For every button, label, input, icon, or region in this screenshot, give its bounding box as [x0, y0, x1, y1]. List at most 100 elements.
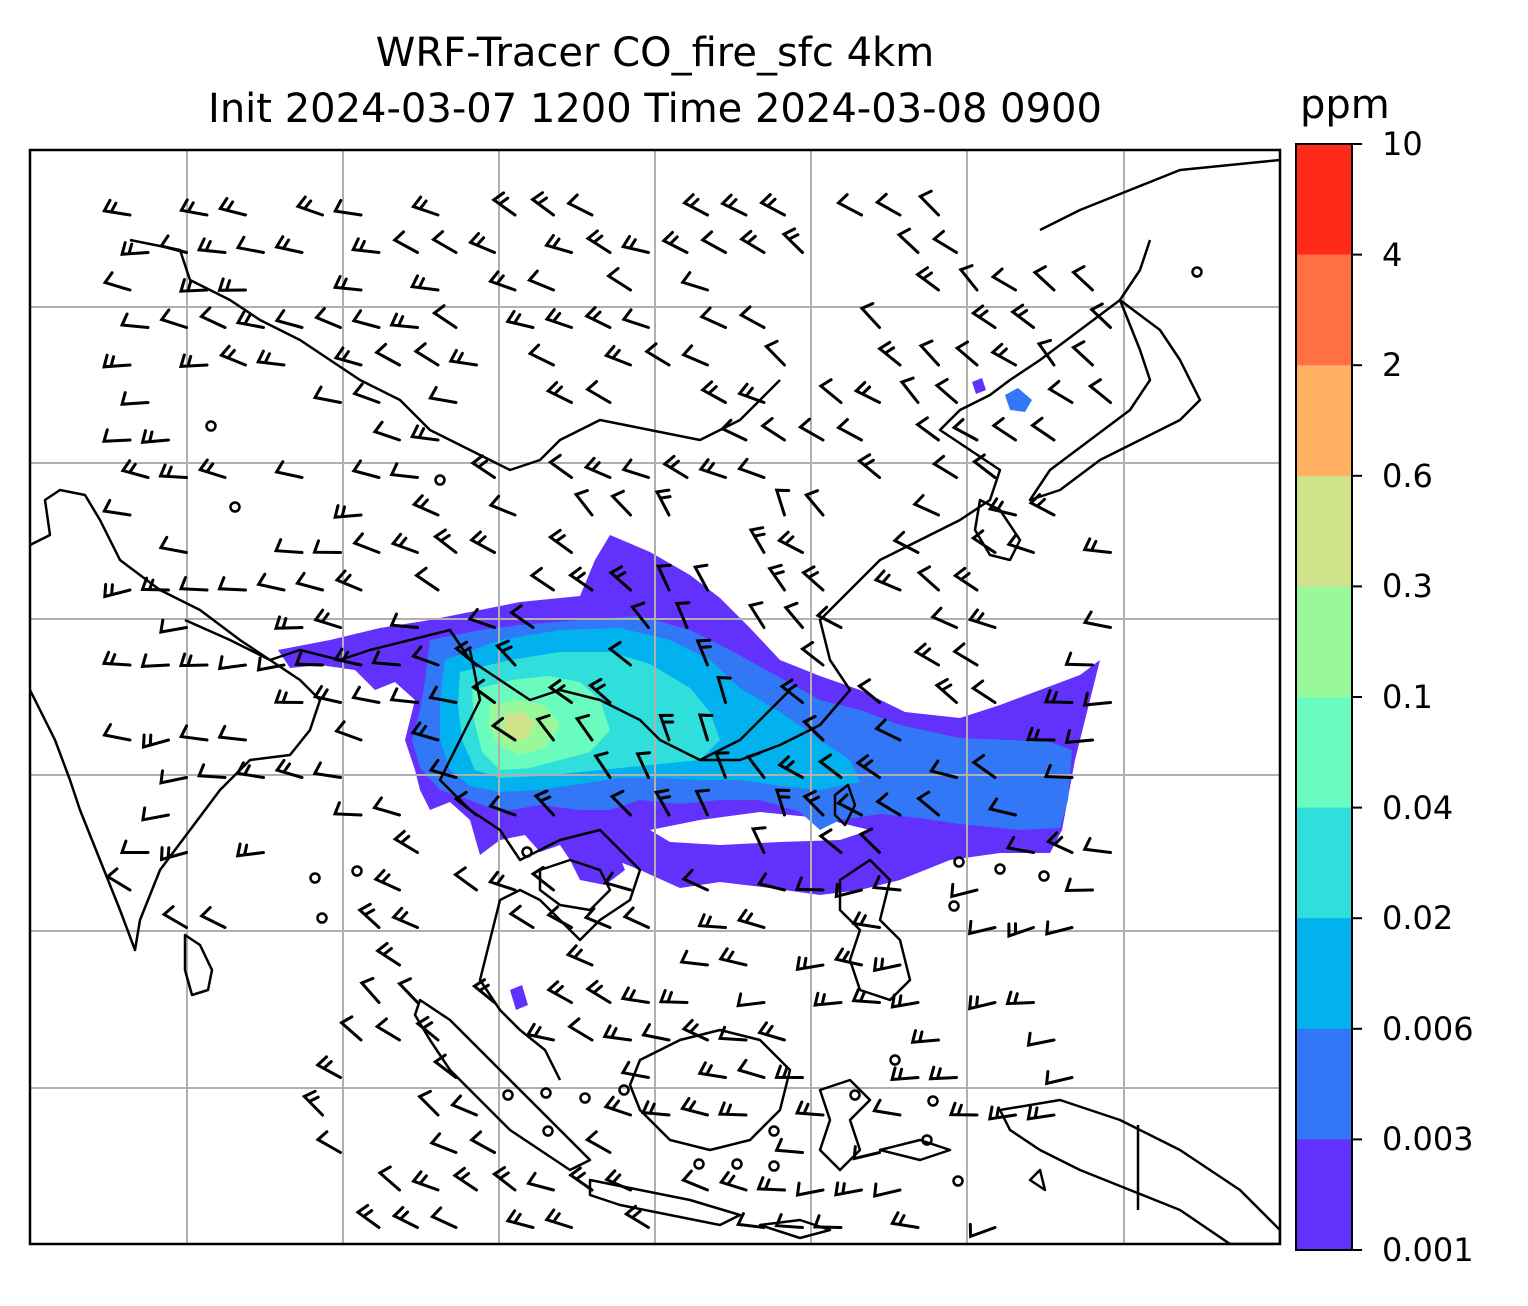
wind-barb — [313, 608, 342, 629]
wind-barb — [694, 788, 710, 817]
calm-wind-circle — [731, 1158, 743, 1170]
wind-barb — [509, 604, 535, 629]
wind-barb — [583, 456, 612, 479]
wind-barb — [890, 993, 920, 1009]
wind-barb — [374, 342, 401, 367]
wind-barb — [530, 865, 555, 892]
wind-barb — [623, 1204, 650, 1229]
wind-barb — [431, 304, 458, 329]
wind-barb — [1047, 379, 1074, 404]
colorbar-swatch — [1296, 475, 1352, 587]
wind-barb — [1064, 729, 1094, 745]
wind-barb — [159, 769, 188, 785]
wind-barb — [717, 1101, 748, 1117]
wind-barb — [662, 454, 689, 479]
wind-barb — [546, 980, 573, 1004]
wind-barb — [178, 353, 209, 369]
wind-barb — [871, 875, 902, 892]
wind-barb — [609, 489, 632, 517]
calm-wind-circle — [952, 1175, 964, 1187]
coastline-philippines — [838, 858, 912, 1002]
wind-barb — [527, 343, 555, 367]
calm-wind-circle — [309, 872, 321, 884]
wind-barb — [736, 1058, 766, 1079]
wind-barb — [812, 1214, 843, 1229]
colorbar-tick-label: 0.001 — [1382, 1231, 1474, 1269]
plume-fragment-north-2 — [972, 378, 986, 394]
wind-barb — [1082, 537, 1112, 554]
wind-barb — [525, 1171, 555, 1192]
wind-barb — [428, 685, 458, 704]
wind-barb — [544, 1208, 573, 1229]
wind-barb — [158, 535, 188, 554]
wind-barb — [255, 349, 286, 367]
wind-barb — [661, 230, 689, 254]
wind-barb — [699, 306, 727, 329]
coastline-taiwan — [833, 783, 857, 827]
wind-barb — [159, 308, 188, 329]
colorbar-swatch — [1296, 697, 1352, 809]
wind-barb — [797, 417, 825, 442]
wind-barb — [851, 988, 881, 1004]
wind-barb — [834, 1181, 863, 1197]
wind-barb — [968, 1222, 997, 1239]
wind-barb — [737, 457, 766, 479]
wind-barb — [987, 497, 1017, 517]
wind-barb — [526, 269, 555, 292]
wind-barb — [899, 376, 920, 404]
wind-barb — [530, 191, 555, 217]
wind-barb — [801, 714, 825, 742]
wind-barb — [178, 278, 209, 293]
wind-barb — [698, 458, 727, 479]
wind-barb — [351, 459, 381, 479]
coastline-java — [588, 1178, 742, 1227]
wind-barb — [372, 420, 401, 442]
calm-wind-circle — [1191, 266, 1203, 278]
colorbar-tick-label: 0.04 — [1382, 788, 1454, 827]
wind-barb — [544, 234, 573, 254]
calm-wind-circle — [579, 1092, 591, 1104]
wind-barb — [158, 463, 188, 479]
wind-barb — [196, 237, 227, 254]
wind-barb — [794, 876, 825, 892]
wind-barb — [1028, 493, 1056, 517]
wind-barb — [235, 310, 265, 329]
wind-barb — [952, 566, 979, 592]
wind-barb — [274, 309, 304, 329]
wind-barb — [373, 869, 401, 892]
plume-level-0.3 — [503, 712, 535, 740]
wind-barb — [574, 713, 594, 742]
wind-barb — [872, 1182, 902, 1198]
wind-barb — [235, 761, 265, 779]
wind-barb — [720, 193, 748, 217]
wind-barb — [428, 758, 458, 779]
wind-barb — [197, 458, 227, 479]
wind-barb — [934, 377, 958, 404]
calm-wind-circle — [351, 865, 363, 877]
wind-barb — [781, 227, 804, 254]
wind-barb — [217, 655, 247, 671]
wind-barb — [714, 751, 730, 779]
colorbar-swatch — [1296, 586, 1352, 698]
wind-barb — [774, 488, 791, 517]
wind-barb — [890, 1066, 920, 1082]
wind-barb — [488, 494, 517, 517]
wind-barb — [607, 640, 632, 667]
wind-barb — [141, 806, 170, 822]
calm-wind-circle — [1038, 870, 1050, 882]
wind-barb — [620, 986, 650, 1004]
wind-barb — [430, 230, 458, 254]
wind-barb — [892, 530, 920, 554]
calm-wind-circle — [693, 1158, 705, 1170]
wind-barb — [739, 229, 766, 254]
wind-barb — [990, 342, 1017, 367]
wind-barb — [1036, 338, 1056, 367]
wind-barb — [396, 977, 419, 1004]
wind-barb — [1064, 877, 1094, 893]
wind-barb — [1043, 689, 1074, 704]
wind-barb — [525, 1022, 555, 1042]
wind-barb — [1007, 922, 1035, 939]
colorbar-tick-label: 0.3 — [1382, 567, 1433, 606]
wind-barb — [410, 195, 440, 217]
wind-barb — [389, 312, 419, 329]
